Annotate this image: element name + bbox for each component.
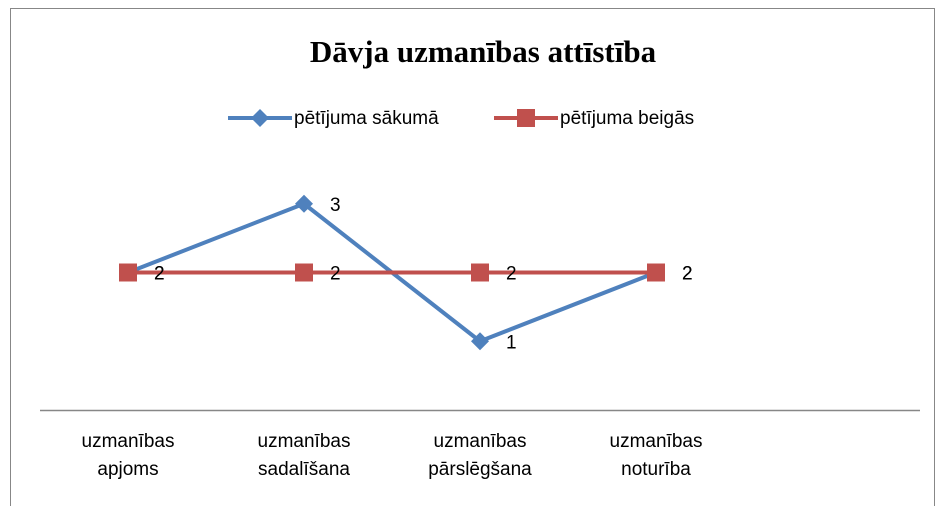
marker (471, 263, 489, 282)
data-label: 2 (682, 264, 693, 285)
legend-item: pētījuma beigās (494, 108, 694, 129)
x-tick-label: uzmanības sadalīšana (257, 431, 351, 480)
data-label: 2 (330, 264, 341, 285)
legend-label: pētījuma sākumā (294, 108, 439, 129)
chart-title: Dāvja uzmanības attīstība (310, 34, 657, 69)
data-label: 3 (330, 195, 341, 216)
data-label: 1 (506, 332, 517, 353)
marker (295, 194, 313, 213)
marker (295, 263, 313, 282)
x-tick-label-box: uzmanības sadalīšana (257, 431, 351, 480)
x-tick-label: uzmanības noturība (609, 431, 703, 480)
x-tick-label: uzmanības pārslēgšana (428, 431, 532, 480)
x-tick-label: uzmanības apjoms (81, 431, 175, 480)
x-tick-label-box: uzmanības apjoms (81, 431, 175, 480)
marker (517, 109, 535, 127)
x-tick-label-box: uzmanības pārslēgšana (428, 431, 532, 480)
data-label: 2 (154, 264, 165, 285)
legend-item: pētījuma sākumā (228, 108, 439, 129)
x-tick-label-box: uzmanības noturība (609, 431, 703, 480)
marker (471, 332, 489, 351)
marker (119, 263, 137, 282)
marker (251, 109, 269, 127)
data-label: 2 (506, 264, 517, 285)
legend-label: pētījuma beigās (560, 108, 694, 129)
data-label: 2 (682, 264, 693, 285)
marker (647, 263, 665, 282)
